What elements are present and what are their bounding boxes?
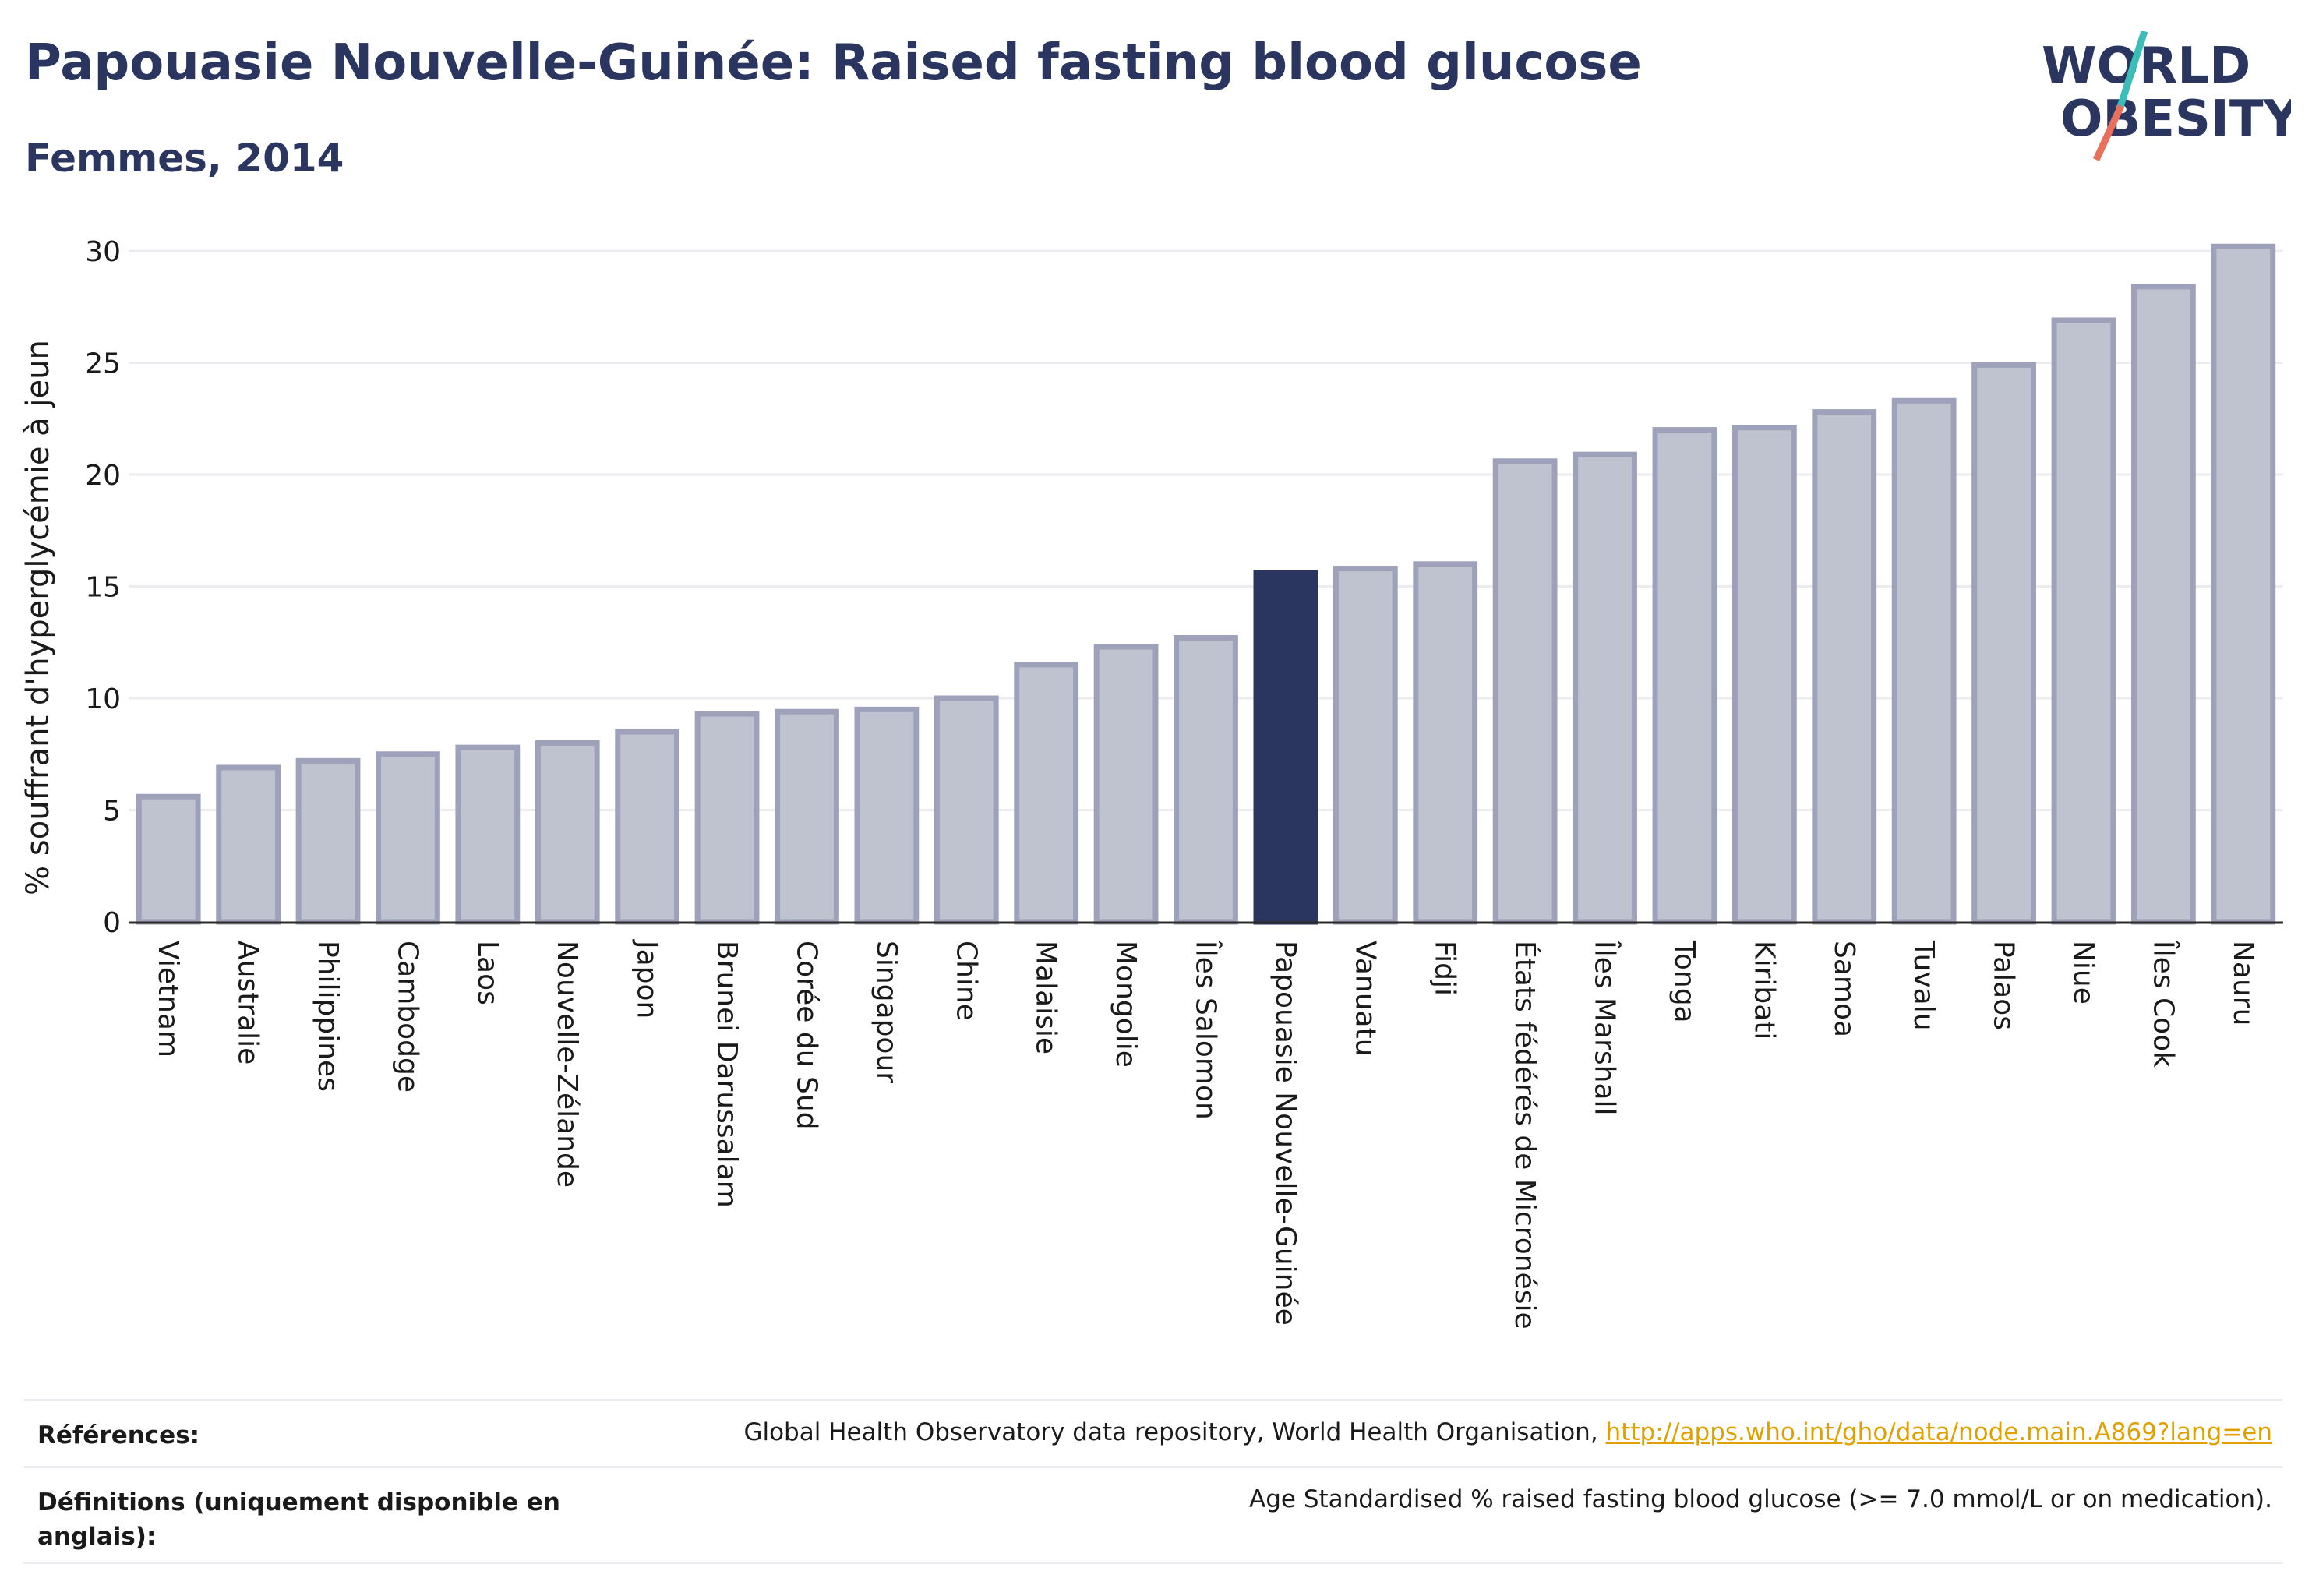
bar (615, 729, 680, 925)
bar (934, 695, 999, 925)
bar (1413, 561, 1478, 925)
page-title: Papouasie Nouvelle-Guinée: Raised fastin… (25, 34, 1642, 92)
bar (1333, 566, 1398, 925)
y-tick-label: 30 (85, 236, 121, 268)
definitions-label: Définitions (uniquement disponible en an… (37, 1488, 560, 1551)
references-table: Références: Global Health Observatory da… (23, 1399, 2283, 1564)
x-tick-label: Australie (232, 941, 264, 1065)
x-tick-label: Mongolie (1110, 941, 1142, 1068)
y-axis-label: % souffrant d'hyperglycémie à jeun (20, 340, 56, 895)
logo-slash-teal (2116, 31, 2148, 111)
x-tick-label: Vanuatu (1349, 941, 1381, 1057)
x-tick-label: Singapour (870, 941, 902, 1083)
bar (535, 740, 600, 925)
bar (854, 706, 920, 925)
world-obesity-logo: WORLD OBESITY (2042, 31, 2291, 161)
bar (1014, 662, 1079, 925)
y-tick-label: 20 (85, 460, 121, 492)
x-tick-label: Japon (631, 939, 663, 1019)
bar (1971, 362, 2036, 925)
bar (2051, 317, 2116, 925)
bar-chart: 0 5 10 15 20 25 30 Vietnam Australie Philippines… (20, 236, 2283, 1329)
bar (1812, 409, 1877, 925)
y-tick-label: 25 (85, 348, 121, 380)
bar (1093, 644, 1159, 925)
x-tick-label: Corée du Sud (790, 941, 822, 1130)
x-tick-label: Malaisie (1030, 941, 1062, 1054)
x-tick-label: Vietnam (152, 941, 184, 1058)
x-tick-label: États fédérés de Micronésie (1509, 941, 1541, 1329)
x-tick-label: Chine (950, 941, 982, 1021)
references-row: Références: Global Health Observatory da… (23, 1399, 2283, 1466)
x-tick-label: Tuvalu (1908, 940, 1940, 1031)
bar (1573, 451, 1637, 925)
bar (775, 708, 839, 925)
bar (1891, 397, 1957, 925)
bar (2130, 284, 2196, 925)
logo-line2: OBESITY (2060, 90, 2291, 148)
x-tick-label: Laos (471, 941, 503, 1005)
bar (295, 757, 361, 925)
x-tick-label: Fidji (1429, 941, 1461, 996)
bar (1652, 427, 1717, 925)
x-tick-label: Niue (2067, 941, 2099, 1005)
x-tick-label: Tonga (1668, 940, 1700, 1023)
bar (376, 751, 440, 925)
x-tick-label: Brunei Darussalam (711, 941, 743, 1208)
bar (136, 793, 201, 925)
x-tick-label: Palaos (1988, 941, 2020, 1030)
bar (1731, 425, 1797, 925)
x-tick-label: Philippines (312, 941, 344, 1092)
y-tick-label: 5 (103, 796, 121, 828)
bar (694, 711, 760, 925)
x-tick-label: Îles Marshall (1589, 940, 1622, 1116)
definitions-row: Définitions (uniquement disponible en an… (23, 1466, 2283, 1564)
bar (1174, 635, 1238, 925)
bar (455, 744, 521, 925)
references-label: Références: (37, 1421, 200, 1449)
x-tick-label: Papouasie Nouvelle-Guinée (1269, 941, 1301, 1326)
page-subtitle: Femmes, 2014 (25, 136, 344, 181)
bar (216, 764, 281, 925)
x-tick-label: Samoa (1828, 941, 1860, 1037)
references-link[interactable]: http://apps.who.int/gho/data/node.main.A… (1605, 1418, 2272, 1446)
y-tick-label: 15 (85, 572, 121, 604)
references-source: Global Health Observatory data repositor… (743, 1418, 1606, 1446)
x-tick-label: Nauru (2227, 941, 2259, 1026)
y-tick-label: 10 (85, 683, 121, 715)
logo-line1: WORLD (2042, 37, 2250, 95)
x-tick-label: Kiribati (1748, 941, 1780, 1040)
bar-highlight (1253, 570, 1318, 925)
x-tick-label: Nouvelle-Zélande (551, 941, 583, 1188)
logo-slash-coral (2092, 104, 2125, 161)
definitions-value: Age Standardised % raised fasting blood … (1249, 1485, 2272, 1513)
bar (2211, 243, 2276, 925)
x-tick-label: Cambodge (391, 941, 423, 1093)
bar (1492, 458, 1558, 925)
x-tick-label: Îles Cook (2147, 940, 2180, 1068)
y-tick-label: 0 (103, 907, 121, 939)
x-tick-label: Îles Salomon (1190, 940, 1223, 1120)
references-value: Global Health Observatory data repositor… (743, 1418, 2272, 1446)
